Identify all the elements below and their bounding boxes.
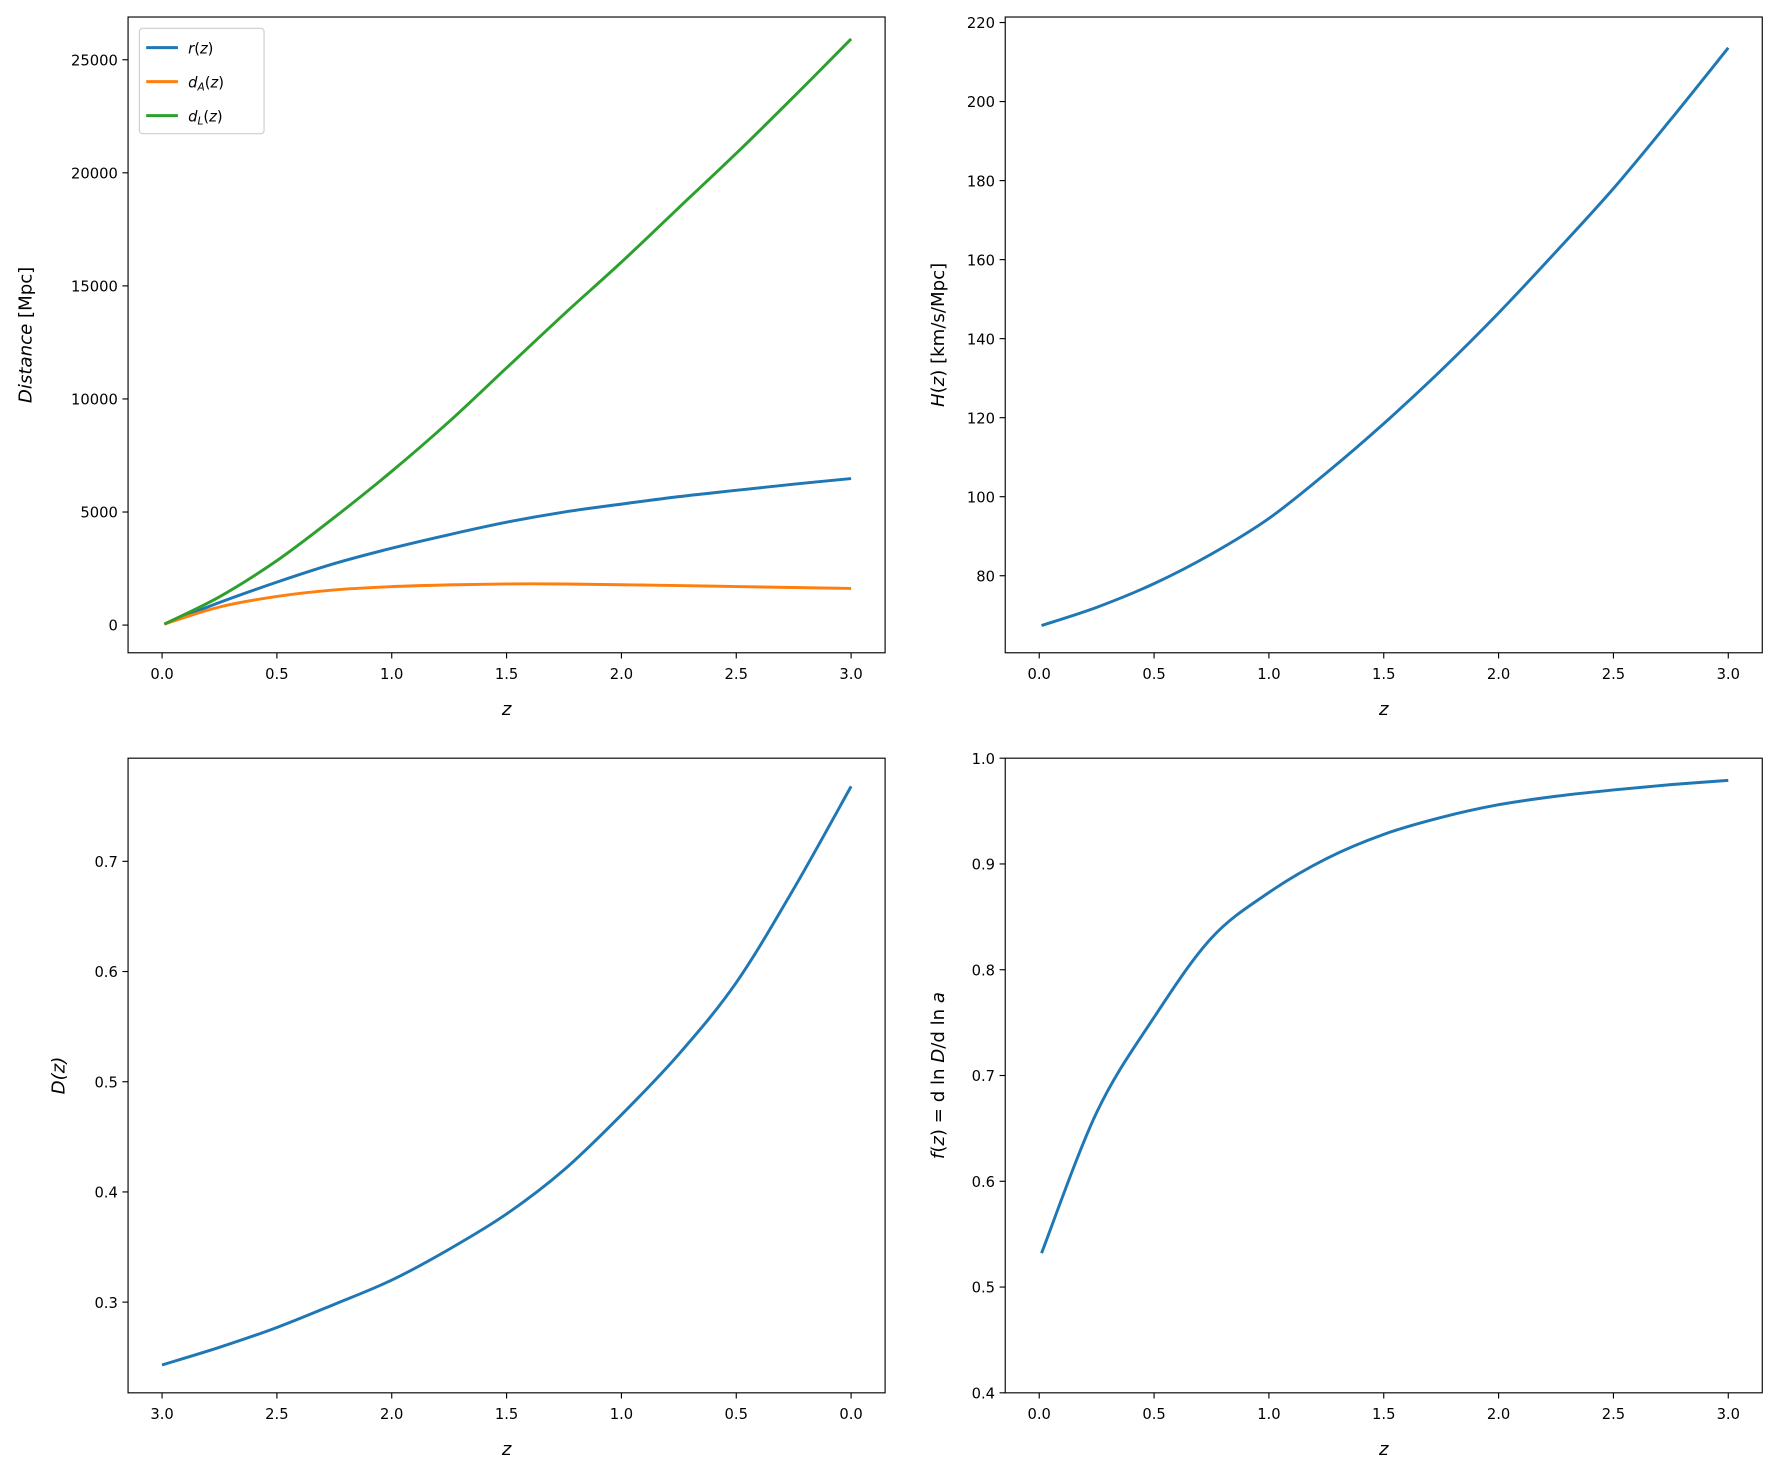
series-line-1 [1041, 46, 1730, 627]
x-tick-label: 2.0 [1487, 666, 1510, 683]
y-tick-label: 120 [967, 410, 995, 427]
x-tick-label: 1.5 [495, 1406, 518, 1423]
subplot-1: 0.0 0.5 1.0 1.5 2.0 2.5 3.0 0 5000 10000 15000 2000… [16, 16, 886, 720]
y-tick-label: 0.7 [94, 854, 117, 871]
x-tick-label: 3.0 [150, 1406, 173, 1423]
legend-entry: dA​(z) [188, 74, 224, 93]
y-tick-label: 20000 [71, 165, 118, 182]
y-tick-label: 5000 [80, 505, 117, 522]
y-tick-label: 0.7 [972, 1068, 995, 1085]
series-line-1 [1040, 778, 1729, 1254]
x-axis-label: z [501, 1439, 512, 1460]
x-tick-label: 0.0 [1028, 1406, 1051, 1423]
subplot-2: 0.0 0.5 1.0 1.5 2.0 2.5 3.0 80 100 120 140 160 180 20… [928, 15, 1763, 720]
y-tick-label: 140 [967, 331, 995, 348]
y-tick-label: 0.5 [94, 1074, 117, 1091]
y-tick-label: 0.4 [972, 1385, 995, 1402]
x-axis-label: z [1378, 1439, 1389, 1460]
y-tick-label: 0 [108, 618, 117, 635]
x-tick-label: 0.0 [1028, 666, 1051, 683]
x-tick-label: 3.0 [1717, 1406, 1740, 1423]
y-axis-label: Distance [Mpc] [16, 267, 37, 403]
series-line-rz [163, 477, 852, 626]
y-tick-label: 160 [967, 252, 995, 269]
y-tick-label: 0.9 [972, 857, 995, 874]
axes-frame [127, 757, 886, 1394]
subplot-4: 0.0 0.5 1.0 1.5 2.0 2.5 3.0 0.4 0.5 0.6 0.7 0.8 0.9 1… [928, 751, 1763, 1460]
legend: r(z) dA​(z) dL​(z) [138, 27, 265, 135]
x-tick-label: 0.0 [150, 666, 173, 683]
y-tick-label: 0.4 [94, 1185, 117, 1202]
y-tick-label: 0.5 [972, 1280, 995, 1297]
x-tick-label: 2.5 [1602, 1406, 1625, 1423]
legend-box [138, 27, 265, 135]
subplot-3: 3.0 2.5 2.0 1.5 1.0 0.5 0.0 0.3 0.4 0.5 0.6 0.7 z D(z… [49, 757, 886, 1460]
x-axis-label: z [501, 699, 512, 720]
y-tick-label: 10000 [71, 392, 118, 409]
y-tick-label: 180 [967, 173, 995, 190]
x-axis-label: z [1378, 699, 1389, 720]
y-axis-label: D(z) [49, 1057, 70, 1095]
series-line-1 [161, 785, 853, 1367]
x-tick-label: 2.5 [265, 1406, 288, 1423]
axes-frame [1004, 16, 1763, 654]
x-tick-label: 1.5 [495, 666, 518, 683]
x-tick-label: 2.0 [610, 666, 633, 683]
x-tick-label: 2.0 [1487, 1406, 1510, 1423]
y-tick-label: 1.0 [972, 751, 995, 768]
y-axis-label: f(z) = d ln D/d ln a [928, 992, 949, 1159]
y-tick-label: 0.6 [972, 1174, 995, 1191]
x-tick-label: 3.0 [1717, 666, 1740, 683]
y-tick-label: 15000 [71, 279, 118, 296]
x-tick-label: 0.0 [839, 1406, 862, 1423]
y-tick-label: 0.6 [94, 964, 117, 981]
x-tick-label: 1.5 [1372, 1406, 1395, 1423]
axes-frame [1004, 757, 1763, 1394]
y-tick-label: 80 [976, 568, 995, 585]
y-axis-label: H(z) [km/s/Mpc] [928, 263, 949, 407]
y-tick-label: 0.8 [972, 962, 995, 979]
y-tick-label: 220 [967, 15, 995, 32]
x-tick-label: 3.0 [839, 666, 862, 683]
series-line-dlz [163, 37, 853, 626]
y-tick-label: 100 [967, 489, 995, 506]
x-tick-label: 2.5 [1602, 666, 1625, 683]
x-tick-label: 1.0 [610, 1406, 633, 1423]
x-tick-label: 2.5 [725, 666, 748, 683]
legend-entry: dL​(z) [188, 108, 222, 127]
x-tick-label: 0.5 [1142, 666, 1165, 683]
x-tick-label: 1.5 [1372, 666, 1395, 683]
y-tick-label: 200 [967, 94, 995, 111]
x-tick-label: 0.5 [265, 666, 288, 683]
x-tick-label: 1.0 [1257, 666, 1280, 683]
series-line-daz [163, 582, 852, 626]
legend-entry: r(z) [188, 40, 213, 57]
x-tick-label: 0.5 [725, 1406, 748, 1423]
x-tick-label: 1.0 [1257, 1406, 1280, 1423]
y-tick-label: 25000 [71, 52, 118, 69]
x-tick-label: 1.0 [380, 666, 403, 683]
y-tick-label: 0.3 [94, 1295, 117, 1312]
x-tick-label: 2.0 [380, 1406, 403, 1423]
x-tick-label: 0.5 [1142, 1406, 1165, 1423]
